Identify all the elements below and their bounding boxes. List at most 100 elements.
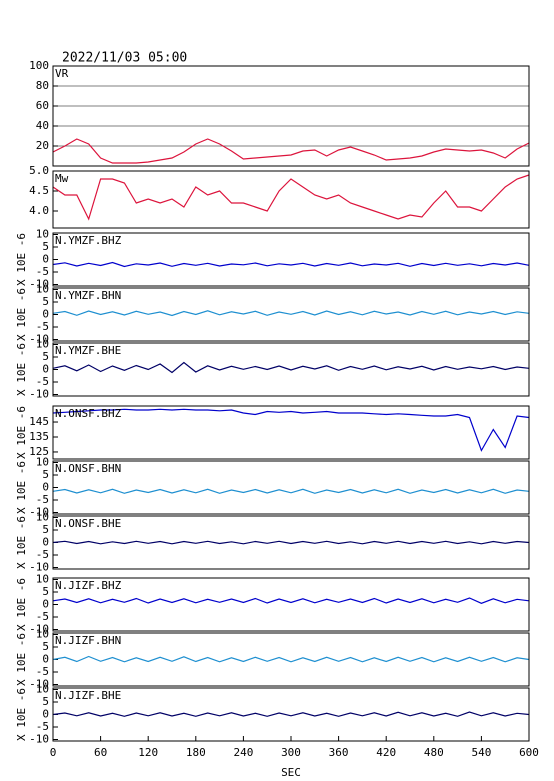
trace — [52, 655, 530, 663]
y-tick-label: 0 — [42, 363, 49, 376]
y-tick-label: 5 — [42, 523, 49, 536]
chart-title: 2022/11/03 05:00 — [62, 51, 187, 66]
y-tick-label: 125 — [29, 445, 49, 458]
y-tick-label: -10 — [29, 506, 49, 519]
y-tick-label: 60 — [36, 99, 49, 112]
x-tick-label: 180 — [186, 746, 206, 759]
y-tick-label: -5 — [36, 375, 49, 388]
panel-label: VR — [55, 67, 69, 80]
y-axis-label: X 10E -6 — [15, 578, 28, 631]
panel-label: N.YMZF.BHN — [55, 289, 121, 302]
y-tick-label: -10 — [29, 623, 49, 636]
panel-frame — [52, 287, 530, 342]
y-tick-label: -10 — [29, 733, 49, 746]
y-tick-label: 5 — [42, 240, 49, 253]
y-tick-label: 4.5 — [29, 184, 49, 197]
trace — [52, 540, 530, 545]
x-tick-label: 240 — [233, 746, 253, 759]
trace — [52, 174, 530, 221]
y-tick-label: 80 — [36, 79, 49, 92]
y-tick-label: 135 — [29, 430, 49, 443]
y-tick-label: -5 — [36, 610, 49, 623]
y-tick-label: 5 — [42, 350, 49, 363]
x-tick-label: 540 — [471, 746, 491, 759]
y-tick-label: 10 — [36, 628, 49, 641]
y-axis-label: X 10E -6 — [15, 406, 28, 459]
x-tick-label: 60 — [94, 746, 107, 759]
y-tick-label: -10 — [29, 561, 49, 574]
y-tick-label: -5 — [36, 265, 49, 278]
y-tick-label: -10 — [29, 278, 49, 291]
y-axis-label: X 10E -6 — [15, 343, 28, 396]
y-tick-label: 0 — [42, 536, 49, 549]
panel-label: N.ONSF.BHE — [55, 517, 121, 530]
y-tick-label: 0 — [42, 708, 49, 721]
y-tick-label: 40 — [36, 119, 49, 132]
y-tick-label: 5.0 — [29, 164, 49, 177]
y-tick-label: 5 — [42, 468, 49, 481]
y-tick-label: 0 — [42, 308, 49, 321]
trace — [52, 138, 530, 164]
panel-label: N.JIZF.BHZ — [55, 579, 122, 592]
y-tick-label: -5 — [36, 548, 49, 561]
panel-frame — [52, 515, 530, 570]
y-tick-label: 0 — [42, 253, 49, 266]
panel-frame — [52, 232, 530, 287]
y-tick-label: 145 — [29, 415, 49, 428]
panel-label: N.ONSF.BHN — [55, 462, 121, 475]
panel-frame — [52, 170, 530, 229]
panel-frame — [52, 460, 530, 515]
trace — [52, 597, 530, 604]
panel-label: N.ONSF.BHZ — [55, 407, 122, 420]
y-tick-label: -5 — [36, 320, 49, 333]
y-tick-label: -10 — [29, 333, 49, 346]
y-tick-label: 10 — [36, 511, 49, 524]
panel-label: N.YMZF.BHE — [55, 344, 121, 357]
panel-frame — [52, 687, 530, 742]
trace — [52, 361, 530, 374]
y-tick-label: 10 — [36, 456, 49, 469]
y-tick-label: 20 — [36, 139, 49, 152]
y-tick-label: 5 — [42, 640, 49, 653]
y-tick-label: 0 — [42, 598, 49, 611]
y-tick-label: 10 — [36, 683, 49, 696]
y-tick-label: -10 — [29, 678, 49, 691]
panel-frame — [52, 65, 530, 167]
y-tick-label: 4.0 — [29, 204, 49, 217]
y-tick-label: 0 — [42, 481, 49, 494]
panel-label: N.YMZF.BHZ — [55, 234, 122, 247]
y-tick-label: -10 — [29, 388, 49, 401]
x-tick-label: 480 — [424, 746, 444, 759]
x-tick-label: 120 — [138, 746, 158, 759]
panel-frame — [52, 342, 530, 397]
y-tick-label: 5 — [42, 695, 49, 708]
x-tick-label: 420 — [376, 746, 396, 759]
y-tick-label: 5 — [42, 295, 49, 308]
panel-frame — [52, 632, 530, 687]
y-tick-label: 0 — [42, 653, 49, 666]
panel-label: Mw — [55, 172, 69, 185]
y-axis-label: X 10E -6 — [15, 288, 28, 341]
trace — [52, 408, 530, 452]
panel-frame — [52, 405, 530, 460]
y-tick-label: 10 — [36, 338, 49, 351]
x-axis-label: SEC — [281, 766, 301, 779]
y-tick-label: -5 — [36, 720, 49, 733]
x-tick-label: 600 — [519, 746, 539, 759]
y-tick-label: 100 — [29, 59, 49, 72]
y-tick-label: 10 — [36, 283, 49, 296]
y-axis-label: X 10E -6 — [15, 516, 28, 569]
x-tick-label: 0 — [50, 746, 57, 759]
x-tick-label: 300 — [281, 746, 301, 759]
panel-label: N.JIZF.BHN — [55, 634, 121, 647]
y-tick-label: -5 — [36, 665, 49, 678]
y-tick-label: 5 — [42, 585, 49, 598]
trace — [52, 261, 530, 268]
y-tick-label: 10 — [36, 228, 49, 241]
panel-label: N.JIZF.BHE — [55, 689, 121, 702]
y-tick-label: -5 — [36, 493, 49, 506]
y-axis-label: X 10E -6 — [15, 461, 28, 514]
y-axis-label: X 10E -6 — [15, 633, 28, 686]
trace — [52, 310, 530, 317]
